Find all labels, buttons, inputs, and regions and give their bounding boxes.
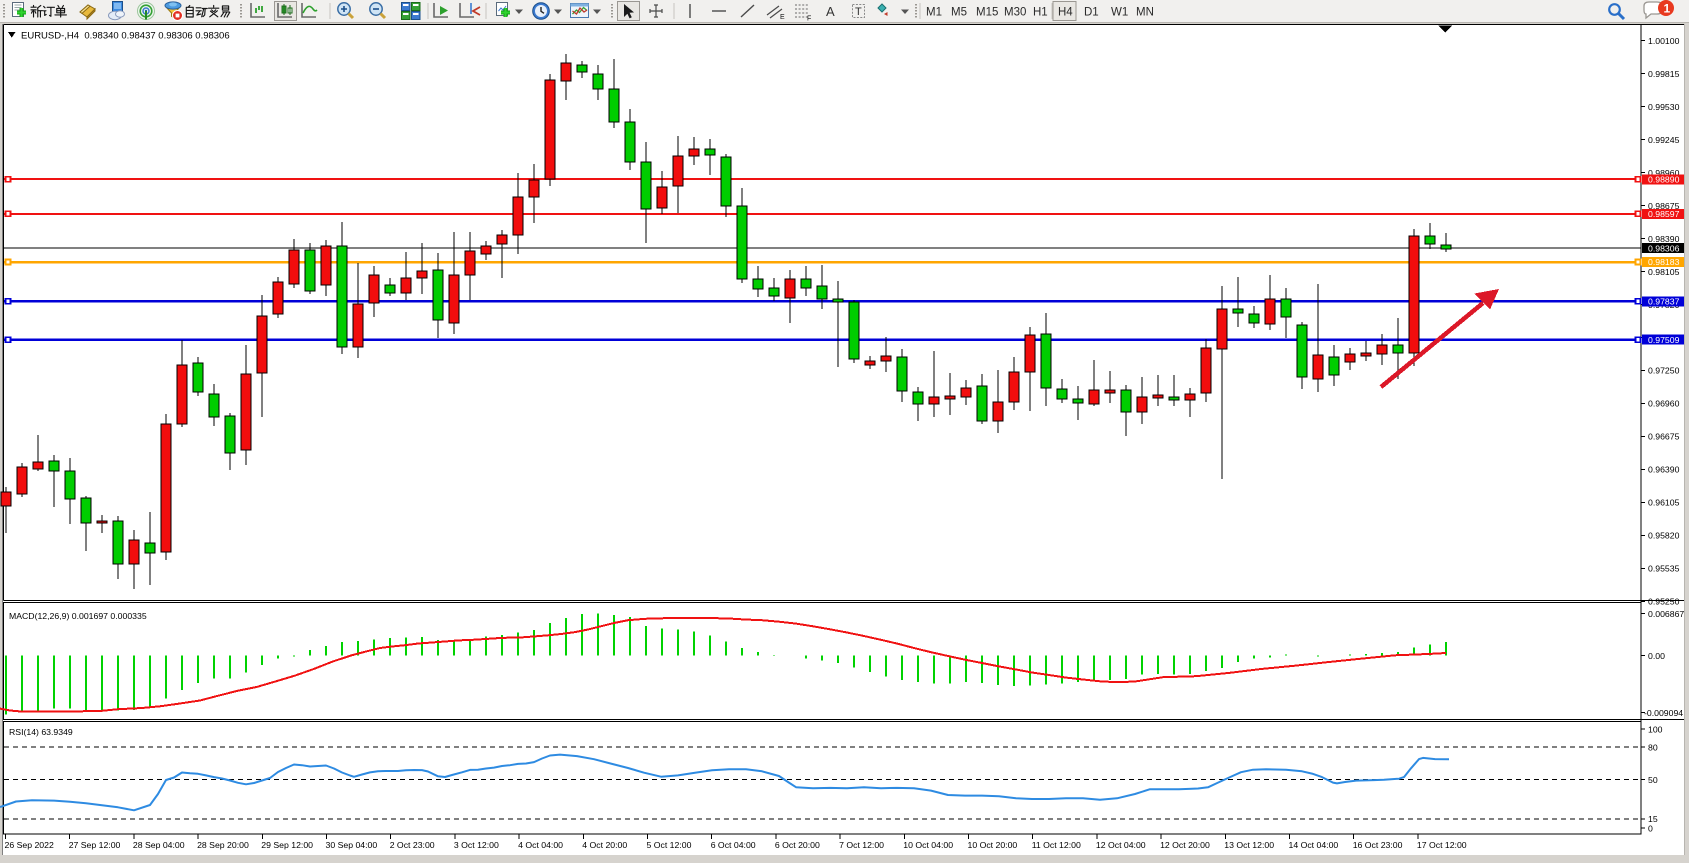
svg-text:0.98183: 0.98183 <box>1648 257 1680 267</box>
svg-text:H4: H4 <box>1058 7 1073 19</box>
svg-text:28 Sep 04:00: 28 Sep 04:00 <box>133 840 185 850</box>
svg-text:1: 1 <box>1664 2 1671 16</box>
svg-text:4 Oct 20:00: 4 Oct 20:00 <box>582 840 627 850</box>
svg-text:0.96675: 0.96675 <box>1648 432 1680 442</box>
svg-text:12 Oct 20:00: 12 Oct 20:00 <box>1160 840 1210 850</box>
svg-text:0.99815: 0.99815 <box>1648 69 1680 79</box>
svg-text:30 Sep 04:00: 30 Sep 04:00 <box>326 840 378 850</box>
svg-text:13 Oct 12:00: 13 Oct 12:00 <box>1224 840 1274 850</box>
svg-text:6 Oct 20:00: 6 Oct 20:00 <box>775 840 820 850</box>
svg-text:F: F <box>807 16 811 23</box>
svg-text:4 Oct 04:00: 4 Oct 04:00 <box>518 840 563 850</box>
svg-text:0.95820: 0.95820 <box>1648 531 1680 541</box>
svg-text:2 Oct 23:00: 2 Oct 23:00 <box>390 840 435 850</box>
svg-text:M15: M15 <box>976 7 998 19</box>
svg-text:29 Sep 12:00: 29 Sep 12:00 <box>261 840 313 850</box>
svg-text:0.97509: 0.97509 <box>1648 335 1680 345</box>
svg-text:D1: D1 <box>1084 7 1099 19</box>
svg-text:0.99245: 0.99245 <box>1648 135 1680 145</box>
svg-text:0.98105: 0.98105 <box>1648 267 1680 277</box>
svg-text:A: A <box>826 4 835 19</box>
svg-text:T: T <box>855 6 862 18</box>
svg-text:MACD(12,26,9) 0.001697 0.00033: MACD(12,26,9) 0.001697 0.000335 <box>9 611 147 621</box>
svg-text:RSI(14) 63.9349: RSI(14) 63.9349 <box>9 727 73 737</box>
svg-text:50: 50 <box>1648 775 1658 785</box>
svg-text:0.96390: 0.96390 <box>1648 465 1680 475</box>
svg-text:16 Oct 23:00: 16 Oct 23:00 <box>1353 840 1403 850</box>
svg-text:0.00: 0.00 <box>1648 651 1665 661</box>
svg-text:5 Oct 12:00: 5 Oct 12:00 <box>647 840 692 850</box>
svg-text:M1: M1 <box>926 7 942 19</box>
svg-text:0.98890: 0.98890 <box>1648 175 1680 185</box>
svg-text:100: 100 <box>1648 724 1663 734</box>
svg-text:7 Oct 12:00: 7 Oct 12:00 <box>839 840 884 850</box>
svg-text:27 Sep 12:00: 27 Sep 12:00 <box>69 840 121 850</box>
svg-text:15: 15 <box>1648 814 1658 824</box>
svg-text:26 Sep 2022: 26 Sep 2022 <box>5 840 54 850</box>
svg-text:17 Oct 12:00: 17 Oct 12:00 <box>1417 840 1467 850</box>
svg-text:6 Oct 04:00: 6 Oct 04:00 <box>711 840 756 850</box>
svg-text:11 Oct 12:00: 11 Oct 12:00 <box>1032 840 1081 850</box>
svg-text:W1: W1 <box>1111 7 1128 19</box>
svg-text:0.96105: 0.96105 <box>1648 498 1680 508</box>
svg-text:0.97837: 0.97837 <box>1648 297 1680 307</box>
svg-text:1.00100: 1.00100 <box>1648 36 1680 46</box>
svg-text:0: 0 <box>1648 824 1653 834</box>
svg-text:14 Oct 04:00: 14 Oct 04:00 <box>1289 840 1339 850</box>
svg-text:0.97250: 0.97250 <box>1648 366 1680 376</box>
svg-text:M30: M30 <box>1004 7 1026 19</box>
svg-text:10 Oct 20:00: 10 Oct 20:00 <box>968 840 1018 850</box>
svg-text:0.98390: 0.98390 <box>1648 234 1680 244</box>
svg-text:10 Oct 04:00: 10 Oct 04:00 <box>903 840 953 850</box>
svg-text:0.006867: 0.006867 <box>1648 609 1684 619</box>
svg-text:3 Oct 12:00: 3 Oct 12:00 <box>454 840 499 850</box>
svg-text:0.98597: 0.98597 <box>1648 209 1680 219</box>
svg-text:MN: MN <box>1136 7 1154 19</box>
svg-text:EURUSD-,H4 0.98340 0.98437 0.: EURUSD-,H4 0.98340 0.98437 0.98306 0.983… <box>21 31 230 42</box>
svg-text:0.95250: 0.95250 <box>1648 597 1680 607</box>
svg-text:H1: H1 <box>1033 7 1048 19</box>
svg-text:0.98960: 0.98960 <box>1648 168 1680 178</box>
svg-text:0.99530: 0.99530 <box>1648 102 1680 112</box>
svg-text:0.96960: 0.96960 <box>1648 399 1680 409</box>
svg-text:-0.009094: -0.009094 <box>1644 708 1683 718</box>
svg-text:E: E <box>780 14 785 21</box>
svg-text:28 Sep 20:00: 28 Sep 20:00 <box>197 840 249 850</box>
svg-text:80: 80 <box>1648 742 1658 752</box>
svg-text:0.95535: 0.95535 <box>1648 564 1680 574</box>
svg-text:0.98306: 0.98306 <box>1648 243 1680 253</box>
svg-text:0.98675: 0.98675 <box>1648 201 1680 211</box>
svg-text:M5: M5 <box>951 7 967 19</box>
svg-text:12 Oct 04:00: 12 Oct 04:00 <box>1096 840 1146 850</box>
